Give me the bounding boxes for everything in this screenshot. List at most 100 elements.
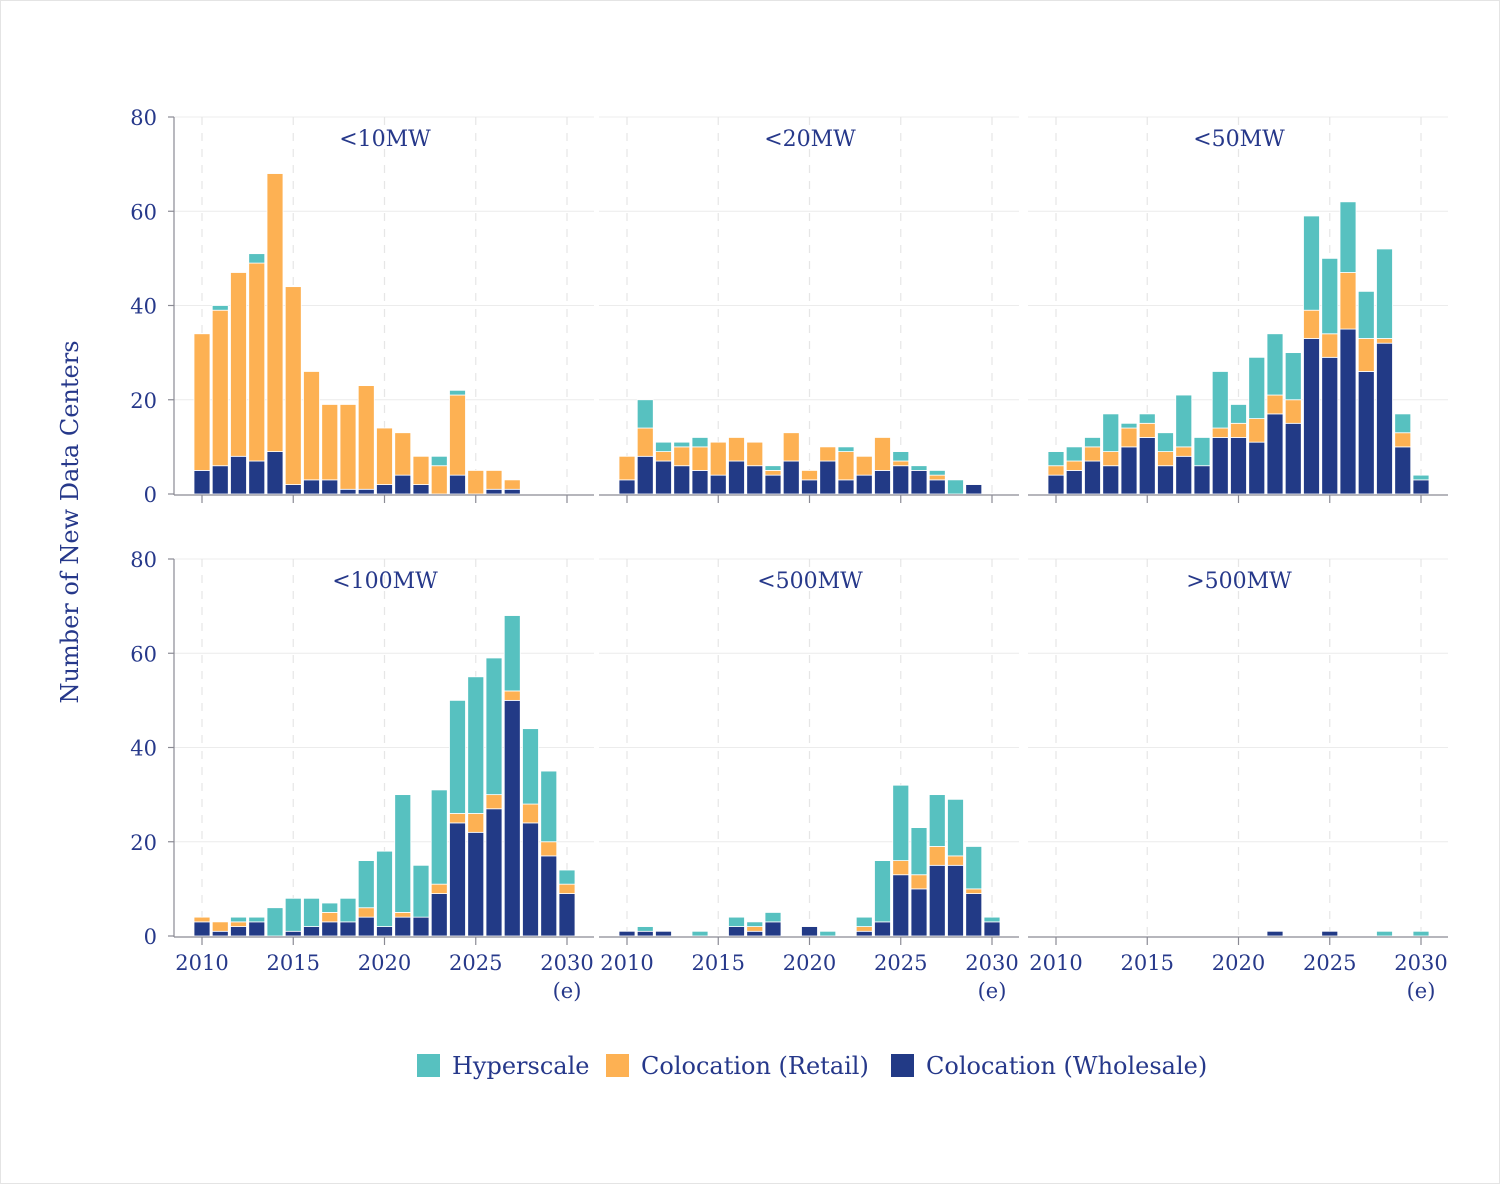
legend-item-colocation-retail: Colocation (Retail) (606, 1052, 869, 1080)
bar-wholesale-2014 (691, 470, 709, 495)
bar-hyperscale-2025 (1321, 257, 1339, 335)
bar-wholesale-2025 (892, 465, 910, 495)
bar-wholesale-2019 (357, 488, 375, 495)
x-tick-label: 2025 (1303, 951, 1356, 975)
bar-wholesale-2029 (1394, 446, 1412, 495)
y-tick-label: 80 (130, 106, 157, 130)
bar-retail-2025 (892, 460, 910, 467)
panel-lt50MW: <50MW (1028, 116, 1448, 503)
bar-retail-2011 (1065, 460, 1083, 471)
bar-retail-2022 (1266, 394, 1284, 415)
bar-hyperscale-2022 (1266, 333, 1284, 396)
bar-wholesale-2011 (1065, 470, 1083, 495)
bar-hyperscale-2014 (691, 930, 709, 937)
bar-hyperscale-2030 (558, 869, 576, 885)
bar-retail-2010 (193, 333, 211, 471)
bar-wholesale-2015 (1138, 437, 1156, 495)
bar-retail-2026 (485, 470, 503, 490)
bar-wholesale-2018 (1193, 465, 1211, 495)
bar-hyperscale-2021 (819, 930, 837, 937)
bar-wholesale-2012 (230, 455, 247, 495)
bar-retail-2011 (636, 427, 654, 457)
y-tick-label: 40 (130, 737, 157, 761)
bar-wholesale-2027 (928, 864, 946, 937)
bar-wholesale-2010 (1047, 474, 1065, 495)
bar-hyperscale-2024 (449, 389, 466, 396)
bar-retail-2017 (746, 926, 764, 932)
bar-retail-2010 (618, 455, 636, 481)
panel-title: <20MW (764, 127, 856, 152)
bar-hyperscale-2022 (837, 446, 855, 452)
bar-hyperscale-2024 (449, 699, 466, 814)
bar-retail-2016 (1157, 451, 1174, 467)
bar-wholesale-2023 (855, 474, 873, 495)
bar-retail-2014 (691, 446, 709, 471)
bar-wholesale-2017 (1175, 455, 1193, 495)
bar-hyperscale-2028 (947, 798, 964, 857)
bar-retail-2027 (1357, 338, 1375, 372)
bar-retail-2027 (928, 474, 946, 481)
bar-wholesale-2012 (230, 926, 247, 937)
bar-retail-2023 (430, 465, 448, 495)
bar-retail-2022 (837, 451, 855, 481)
bar-retail-2016 (303, 371, 320, 481)
bar-wholesale-2016 (1157, 465, 1174, 495)
bar-wholesale-2020 (376, 484, 393, 495)
bar-retail-2021 (1248, 418, 1266, 443)
bar-wholesale-2017 (321, 921, 339, 937)
bar-wholesale-2020 (801, 479, 818, 495)
bar-wholesale-2029 (540, 855, 558, 937)
bar-retail-2017 (321, 912, 339, 923)
bar-retail-2019 (782, 432, 800, 462)
bar-retail-2028 (522, 803, 539, 824)
bar-wholesale-2013 (248, 460, 266, 495)
panel-title: <500MW (757, 569, 863, 594)
bar-retail-2025 (1321, 333, 1339, 358)
bar-hyperscale-2014 (266, 907, 284, 937)
bar-retail-2018 (764, 470, 782, 476)
bar-retail-2020 (376, 427, 393, 485)
bar-wholesale-2027 (503, 488, 521, 495)
bar-wholesale-2013 (1102, 465, 1120, 495)
bar-retail-2029 (1394, 432, 1412, 448)
bar-wholesale-2030 (983, 921, 1001, 937)
bar-hyperscale-2012 (1084, 437, 1101, 448)
bar-retail-2012 (655, 451, 672, 462)
bar-retail-2014 (1120, 427, 1138, 448)
x-tick-label: 2025 (874, 951, 927, 975)
bar-hyperscale-2018 (339, 897, 357, 923)
bar-hyperscale-2025 (892, 784, 910, 862)
bar-wholesale-2026 (910, 470, 928, 495)
y-tick-label: 0 (144, 483, 157, 507)
bar-hyperscale-2029 (965, 846, 983, 890)
bar-retail-2016 (728, 437, 745, 462)
x-tick-note-estimate: (e) (978, 979, 1007, 1003)
x-tick-note-estimate: (e) (1407, 979, 1436, 1003)
x-tick-label: 2010 (1029, 951, 1082, 975)
bar-wholesale-2024 (874, 470, 891, 495)
bar-hyperscale-2014 (691, 437, 709, 448)
bar-wholesale-2030 (558, 893, 576, 937)
bar-wholesale-2015 (709, 474, 727, 495)
bar-retail-2020 (1230, 422, 1247, 438)
bar-wholesale-2028 (947, 864, 964, 937)
bar-retail-2011 (211, 921, 229, 932)
bar-wholesale-2013 (673, 465, 691, 495)
bar-retail-2024 (449, 813, 466, 824)
bar-wholesale-2021 (819, 460, 837, 495)
panel-title: <10MW (339, 127, 431, 152)
legend-item-colocation-wholesale: Colocation (Wholesale) (891, 1052, 1207, 1080)
bar-retail-2021 (394, 432, 412, 476)
bar-retail-2015 (1138, 422, 1156, 438)
bar-retail-2023 (855, 926, 873, 932)
panel-lt10MW: 0 20 40 60 80 <10MW (130, 106, 594, 507)
bar-hyperscale-2011 (636, 926, 654, 932)
bar-wholesale-2017 (746, 930, 764, 937)
x-tick-label: 2010 (175, 951, 228, 975)
x-tick-label: 2020 (1212, 951, 1265, 975)
bar-wholesale-2019 (357, 916, 375, 937)
bar-wholesale-2018 (764, 921, 782, 937)
bar-wholesale-2026 (1339, 328, 1357, 495)
bar-wholesale-2022 (412, 484, 430, 495)
